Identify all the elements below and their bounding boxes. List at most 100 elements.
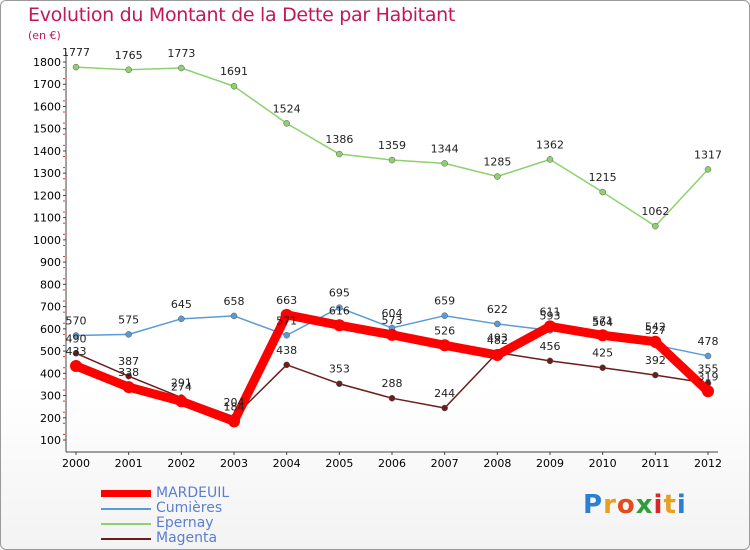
data-label: 571 bbox=[276, 314, 297, 327]
legend-item-cumieres: Cumières bbox=[101, 500, 301, 516]
logo-letter: r bbox=[603, 490, 617, 520]
data-label: 645 bbox=[171, 298, 192, 311]
data-point bbox=[283, 332, 290, 339]
y-tick-label: 1800 bbox=[33, 56, 61, 69]
x-tick-label: 2005 bbox=[325, 457, 353, 470]
x-tick-label: 2007 bbox=[431, 457, 459, 470]
y-tick-label: 700 bbox=[40, 301, 61, 314]
data-point bbox=[652, 222, 659, 230]
x-tick-label: 2010 bbox=[589, 457, 617, 470]
x-tick-label: 2009 bbox=[536, 457, 564, 470]
data-point bbox=[438, 339, 451, 352]
x-tick-label: 2006 bbox=[378, 457, 406, 470]
chart-title: Evolution du Montant de la Dette par Hab… bbox=[28, 4, 456, 26]
y-tick-label: 1000 bbox=[33, 234, 61, 247]
data-label: 387 bbox=[118, 355, 139, 368]
data-label: 319 bbox=[698, 370, 719, 383]
legend-swatch bbox=[101, 508, 151, 510]
data-label: 1062 bbox=[641, 205, 669, 218]
data-label: 659 bbox=[434, 295, 455, 308]
x-tick-label: 2012 bbox=[694, 457, 722, 470]
series-layer bbox=[70, 63, 714, 428]
data-label: 1285 bbox=[483, 156, 511, 169]
data-label: 604 bbox=[382, 307, 403, 320]
data-point bbox=[544, 320, 556, 333]
data-label: 695 bbox=[329, 287, 350, 300]
legend-swatch bbox=[101, 538, 151, 540]
logo-letter: t bbox=[663, 490, 677, 520]
data-point bbox=[652, 371, 659, 379]
x-tick-label: 2002 bbox=[167, 457, 195, 470]
data-label: 663 bbox=[276, 294, 297, 307]
y-tick-label: 1100 bbox=[33, 212, 61, 225]
data-point bbox=[546, 357, 554, 365]
data-point bbox=[649, 335, 662, 348]
data-label: 527 bbox=[645, 324, 666, 337]
data-label: 274 bbox=[171, 380, 192, 393]
legend-item-epernay: Epernay bbox=[101, 515, 301, 531]
data-label: 1773 bbox=[167, 47, 195, 60]
data-label: 658 bbox=[224, 295, 245, 308]
data-label: 493 bbox=[487, 332, 508, 345]
axes: 100 200 300 400 500 600 700 800 900 1000 1100 1200 1… bbox=[33, 52, 722, 470]
y-tick-label: 1600 bbox=[33, 100, 61, 113]
data-point bbox=[491, 349, 504, 362]
data-label: 616 bbox=[329, 304, 350, 317]
data-point bbox=[228, 415, 240, 428]
x-tick-label: 2000 bbox=[62, 457, 90, 470]
y-tick-label: 600 bbox=[40, 323, 61, 336]
data-label: 392 bbox=[645, 354, 666, 367]
data-point bbox=[494, 320, 501, 328]
data-label: 204 bbox=[224, 396, 245, 409]
y-tick-label: 800 bbox=[40, 278, 61, 291]
logo-letter: i bbox=[653, 490, 664, 520]
data-label: 564 bbox=[592, 316, 613, 329]
chart-unit: (en €) bbox=[28, 29, 61, 42]
data-point bbox=[546, 156, 554, 163]
data-point bbox=[125, 66, 132, 74]
legend-item-mardeuil: MARDEUIL bbox=[101, 485, 301, 501]
x-tick-label: 2003 bbox=[220, 457, 248, 470]
y-tick-label: 900 bbox=[40, 256, 61, 269]
data-label: 338 bbox=[118, 366, 139, 379]
data-label: 438 bbox=[276, 344, 297, 357]
data-label: 490 bbox=[66, 332, 87, 345]
data-point bbox=[175, 395, 188, 408]
legend-swatch bbox=[101, 523, 151, 525]
legend-label: MARDEUIL bbox=[156, 485, 230, 501]
data-point bbox=[72, 350, 80, 357]
x-tick-label: 2008 bbox=[483, 457, 511, 470]
data-labels: 433 338 274 184 663 616 573 526 482 611 571 542 319 5… bbox=[62, 46, 722, 413]
x-tick-label: 2004 bbox=[273, 457, 301, 470]
data-label: 244 bbox=[434, 387, 455, 400]
data-point bbox=[70, 359, 82, 372]
x-tick-label: 2001 bbox=[115, 457, 143, 470]
y-tick-label: 1500 bbox=[33, 123, 61, 136]
data-label: 1691 bbox=[220, 65, 248, 78]
legend-label: Magenta bbox=[156, 530, 218, 546]
data-point bbox=[283, 120, 290, 127]
data-point bbox=[441, 312, 448, 319]
data-label: 291 bbox=[171, 377, 192, 390]
data-label: 1765 bbox=[115, 49, 143, 62]
data-label: 1215 bbox=[589, 171, 617, 184]
data-point bbox=[178, 315, 185, 323]
data-label: 1317 bbox=[694, 148, 722, 161]
data-point bbox=[599, 188, 606, 196]
x-tick-label: 2011 bbox=[641, 457, 669, 470]
y-tick-label: 1400 bbox=[33, 145, 61, 158]
data-label: 1344 bbox=[431, 142, 459, 155]
legend-item-magenta: Magenta bbox=[101, 530, 301, 546]
data-point bbox=[388, 394, 396, 402]
y-tick-label: 100 bbox=[40, 434, 61, 447]
data-label: 353 bbox=[329, 363, 350, 376]
data-point bbox=[388, 156, 396, 164]
data-point bbox=[178, 64, 185, 72]
logo-letter: x bbox=[635, 490, 654, 520]
data-label: 478 bbox=[698, 335, 719, 348]
data-point bbox=[333, 319, 346, 332]
data-point bbox=[441, 404, 448, 412]
legend-label: Epernay bbox=[156, 515, 214, 531]
